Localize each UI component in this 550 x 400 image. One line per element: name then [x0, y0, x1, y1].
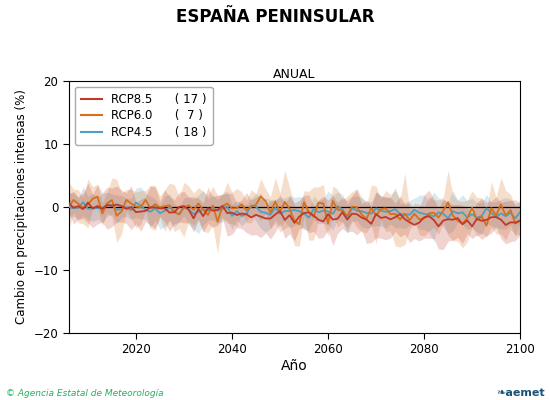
Y-axis label: Cambio en precipitaciones intensas (%): Cambio en precipitaciones intensas (%) — [15, 90, 28, 324]
X-axis label: Año: Año — [281, 359, 308, 373]
Title: ANUAL: ANUAL — [273, 68, 316, 81]
Text: ❧aemet: ❧aemet — [496, 388, 544, 398]
Legend: RCP8.5      ( 17 ), RCP6.0      (  7 ), RCP4.5      ( 18 ): RCP8.5 ( 17 ), RCP6.0 ( 7 ), RCP4.5 ( 18… — [75, 87, 213, 145]
Text: ESPAÑA PENINSULAR: ESPAÑA PENINSULAR — [176, 8, 374, 26]
Text: © Agencia Estatal de Meteorología: © Agencia Estatal de Meteorología — [6, 389, 163, 398]
